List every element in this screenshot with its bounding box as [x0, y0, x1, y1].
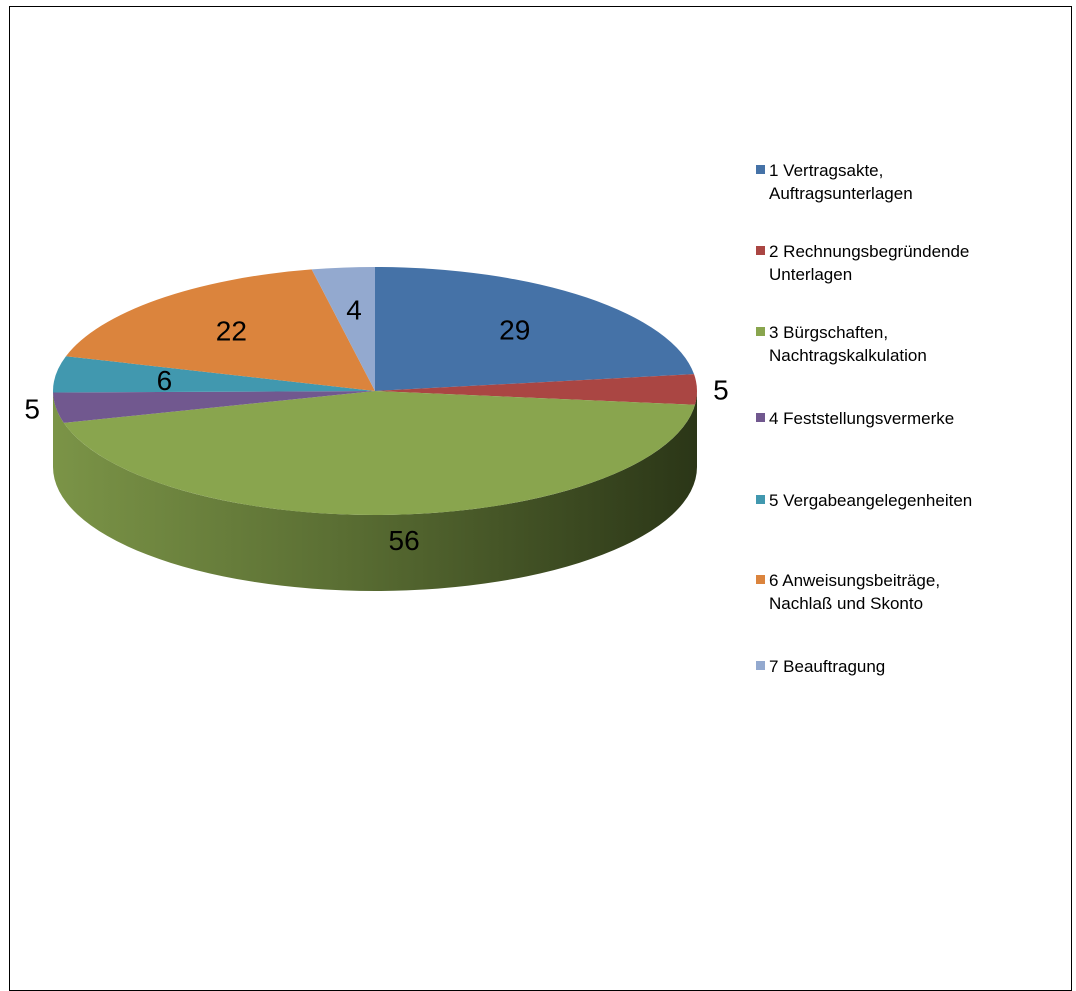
legend-label-7: 7 Beauftragung — [769, 657, 885, 676]
legend-swatch-5 — [756, 495, 765, 504]
pie-slice-5 — [52, 356, 375, 393]
legend-item-5: 5 Vergabeangelegenheiten — [756, 491, 972, 510]
legend-item-3: 3 Bürgschaften, Nachtragskalkulation — [756, 323, 927, 365]
legend-label-3-line2: Nachtragskalkulation — [769, 346, 927, 365]
legend-swatch-3 — [756, 327, 765, 336]
data-label-5: 6 — [157, 365, 173, 396]
legend-label-2: 2 Rechnungsbegründende — [769, 242, 969, 261]
legend-label-4: 4 Feststellungsvermerke — [769, 409, 954, 428]
legend-item-4: 4 Feststellungsvermerke — [756, 409, 954, 428]
legend-label-6-line2: Nachlaß und Skonto — [769, 594, 923, 613]
pie-slice-4 — [53, 391, 375, 423]
legend-label-1-line2: Auftragsunterlagen — [769, 184, 913, 203]
data-label-1: 29 — [499, 314, 530, 345]
legend-swatch-4 — [756, 413, 765, 422]
legend: 1 Vertragsakte, Auftragsunterlagen 2 Rechn… — [756, 161, 972, 676]
legend-label-1: 1 Vertragsakte, — [769, 161, 883, 180]
pie-slice-7 — [311, 267, 375, 391]
legend-label-2-line2: Unterlagen — [769, 265, 852, 284]
pie-slices — [52, 267, 697, 516]
data-label-4: 5 — [24, 393, 40, 424]
data-label-3: 56 — [389, 525, 420, 556]
legend-swatch-2 — [756, 246, 765, 255]
legend-item-6: 6 Anweisungsbeiträge, Nachlaß und Skonto — [756, 571, 940, 613]
legend-swatch-6 — [756, 575, 765, 584]
data-label-2: 5 — [713, 374, 729, 405]
legend-item-7: 7 Beauftragung — [756, 657, 885, 676]
legend-swatch-1 — [756, 165, 765, 174]
pie-slice-6 — [65, 269, 375, 391]
data-label-6: 22 — [216, 316, 247, 347]
pie-sides — [53, 391, 697, 591]
pie-side-wall — [53, 391, 697, 591]
legend-label-5: 5 Vergabeangelegenheiten — [769, 491, 972, 510]
pie-slice-1 — [375, 267, 695, 391]
pie-slice-3 — [63, 391, 696, 516]
data-label-7: 4 — [346, 295, 362, 326]
legend-label-6: 6 Anweisungsbeiträge, — [769, 571, 940, 590]
legend-item-1: 1 Vertragsakte, Auftragsunterlagen — [756, 161, 913, 203]
pie-slice-2 — [375, 374, 697, 405]
legend-item-2: 2 Rechnungsbegründende Unterlagen — [756, 242, 969, 284]
legend-label-3: 3 Bürgschaften, — [769, 323, 888, 342]
legend-swatch-7 — [756, 661, 765, 670]
